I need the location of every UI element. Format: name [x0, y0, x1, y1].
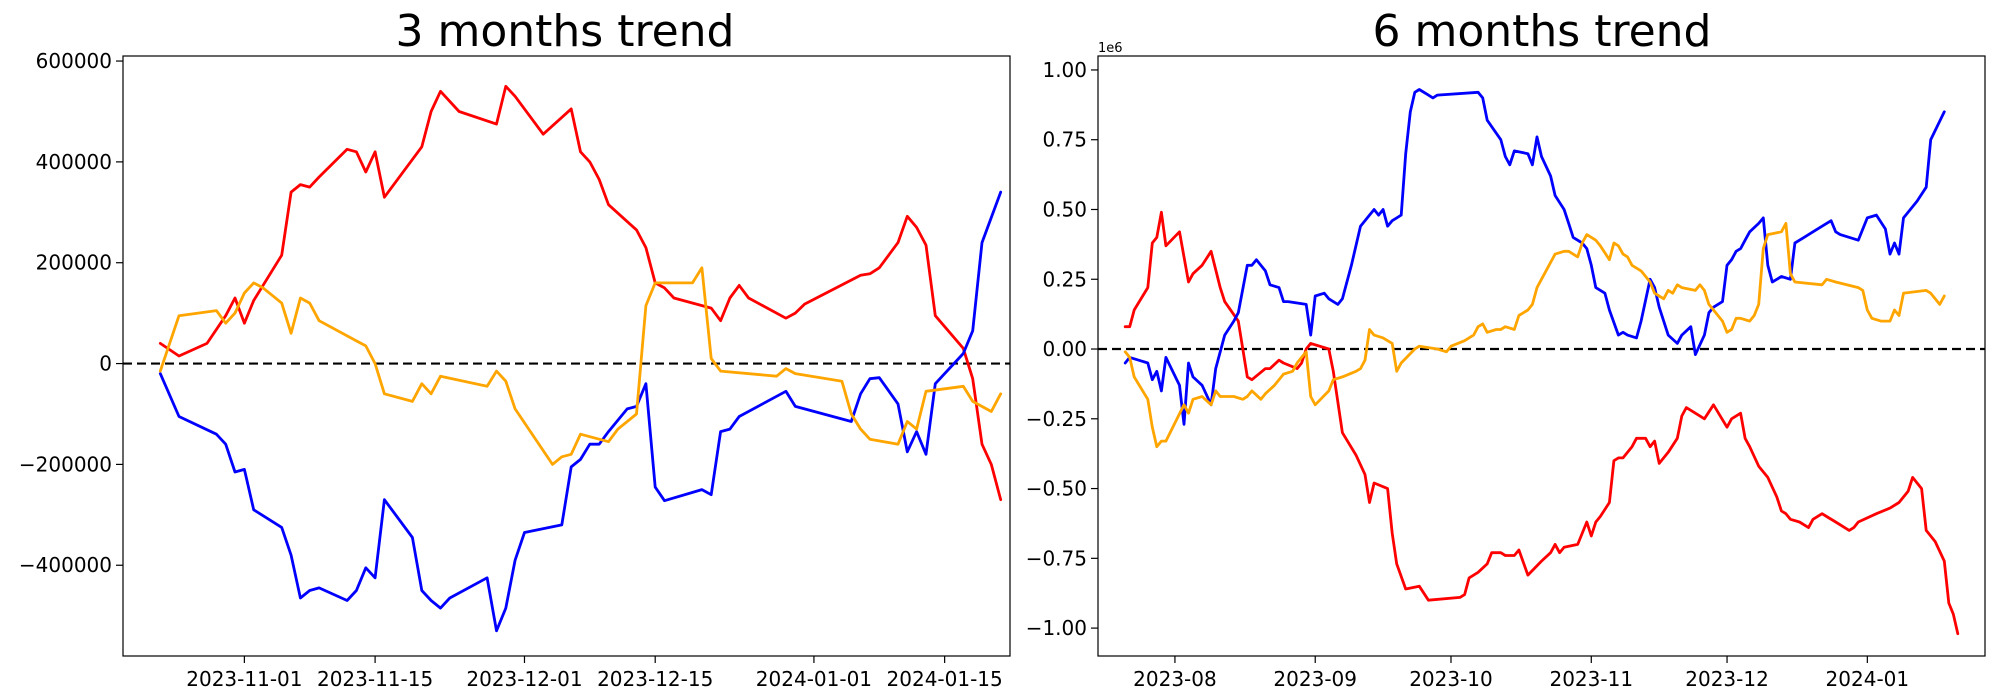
right-chart-series-2-line: [1123, 88, 1946, 426]
left-chart-axes-frame: [122, 55, 1011, 657]
right-chart-y-tick-label: 0.00: [1042, 337, 1087, 361]
right-chart-offset-label: 1e6: [1098, 41, 1123, 56]
right-chart-series-1-line: [1123, 210, 1960, 636]
right-chart-x-tick-label: 2023-09: [1273, 667, 1357, 691]
left-chart-panel: 3 months trend 2023-11-01 2023-11-15 2023-…: [19, 6, 1011, 691]
left-chart-y-tick-label: 200000: [36, 251, 112, 275]
left-chart-series-2-line: [158, 190, 1003, 633]
left-chart-y-tick-label: 400000: [36, 150, 112, 174]
right-chart-x-tick-label: 2023-12: [1685, 667, 1769, 691]
right-chart-x-tick-label: 2024-01: [1826, 667, 1910, 691]
left-chart-x-tick-label: 2023-11-01: [186, 667, 302, 691]
left-chart-x-tick-label: 2024-01-15: [887, 667, 1003, 691]
left-chart-plot: 2023-11-01 2023-11-15 2023-12-01 2023-12-15…: [19, 49, 1010, 691]
right-chart-y-tick-label: 0.75: [1042, 128, 1087, 152]
right-chart-x-tick-label: 2023-11: [1549, 667, 1633, 691]
left-chart-x-tick-label: 2023-12-15: [597, 667, 713, 691]
right-chart-panel: 6 months trend 1e6 2023-08 2023-09 2023-10…: [1026, 6, 1986, 691]
right-chart-series-3-line: [1123, 221, 1946, 449]
right-chart-x-tick-label: 2023-08: [1133, 667, 1217, 691]
right-chart-y-tick-label: 0.50: [1042, 197, 1087, 221]
right-chart-y-tick-label: −1.00: [1026, 616, 1087, 640]
right-chart-title: 6 months trend: [1373, 6, 1712, 57]
left-chart-y-tick-label: 600000: [36, 49, 112, 73]
right-chart-y-tick-label: −0.25: [1026, 407, 1087, 431]
left-chart-y-tick-label: −400000: [19, 553, 112, 577]
right-chart-plot: 2023-08 2023-09 2023-10 2023-11 2023-12 2024-…: [1026, 58, 1985, 691]
left-chart-y-tick-label: −200000: [19, 452, 112, 476]
left-chart-title: 3 months trend: [396, 6, 735, 57]
right-chart-axes-frame: [1097, 55, 1986, 657]
right-chart-y-tick-label: −0.50: [1026, 477, 1087, 501]
right-chart-x-tick-label: 2023-10: [1409, 667, 1493, 691]
right-chart-y-tick-label: −0.75: [1026, 546, 1087, 570]
right-chart-y-tick-label: 1.00: [1042, 58, 1087, 82]
left-chart-x-tick-label: 2023-11-15: [317, 667, 433, 691]
left-chart-x-tick-label: 2023-12-01: [466, 667, 582, 691]
left-chart-y-tick-label: 0: [99, 352, 112, 376]
left-chart-series-1-line: [158, 84, 1003, 502]
right-chart-y-tick-label: 0.25: [1042, 267, 1087, 291]
left-chart-x-tick-label: 2024-01-01: [756, 667, 872, 691]
left-chart-series-3-line: [158, 266, 1003, 466]
